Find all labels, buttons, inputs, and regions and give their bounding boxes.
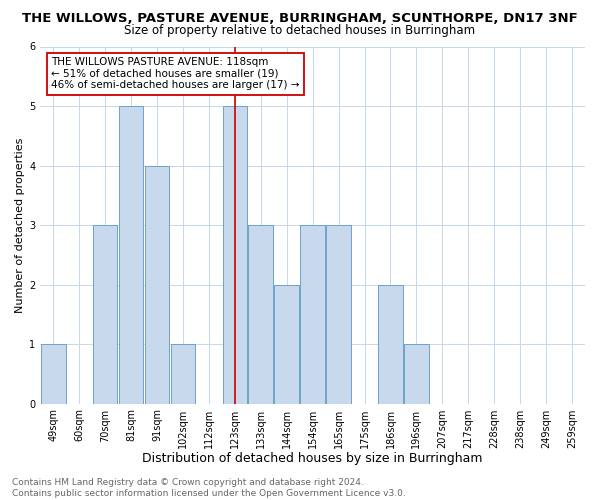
X-axis label: Distribution of detached houses by size in Burringham: Distribution of detached houses by size … — [142, 452, 483, 465]
Bar — [119, 106, 143, 404]
Bar — [404, 344, 429, 404]
Bar — [378, 284, 403, 404]
Text: Contains HM Land Registry data © Crown copyright and database right 2024.
Contai: Contains HM Land Registry data © Crown c… — [12, 478, 406, 498]
Bar — [145, 166, 169, 404]
Bar — [223, 106, 247, 404]
Bar — [301, 225, 325, 404]
Bar — [248, 225, 273, 404]
Text: THE WILLOWS PASTURE AVENUE: 118sqm
← 51% of detached houses are smaller (19)
46%: THE WILLOWS PASTURE AVENUE: 118sqm ← 51%… — [51, 57, 299, 90]
Bar — [93, 225, 118, 404]
Bar — [274, 284, 299, 404]
Bar — [170, 344, 195, 404]
Bar — [326, 225, 351, 404]
Text: THE WILLOWS, PASTURE AVENUE, BURRINGHAM, SCUNTHORPE, DN17 3NF: THE WILLOWS, PASTURE AVENUE, BURRINGHAM,… — [22, 12, 578, 26]
Bar — [41, 344, 65, 404]
Text: Size of property relative to detached houses in Burringham: Size of property relative to detached ho… — [124, 24, 476, 37]
Y-axis label: Number of detached properties: Number of detached properties — [15, 138, 25, 312]
